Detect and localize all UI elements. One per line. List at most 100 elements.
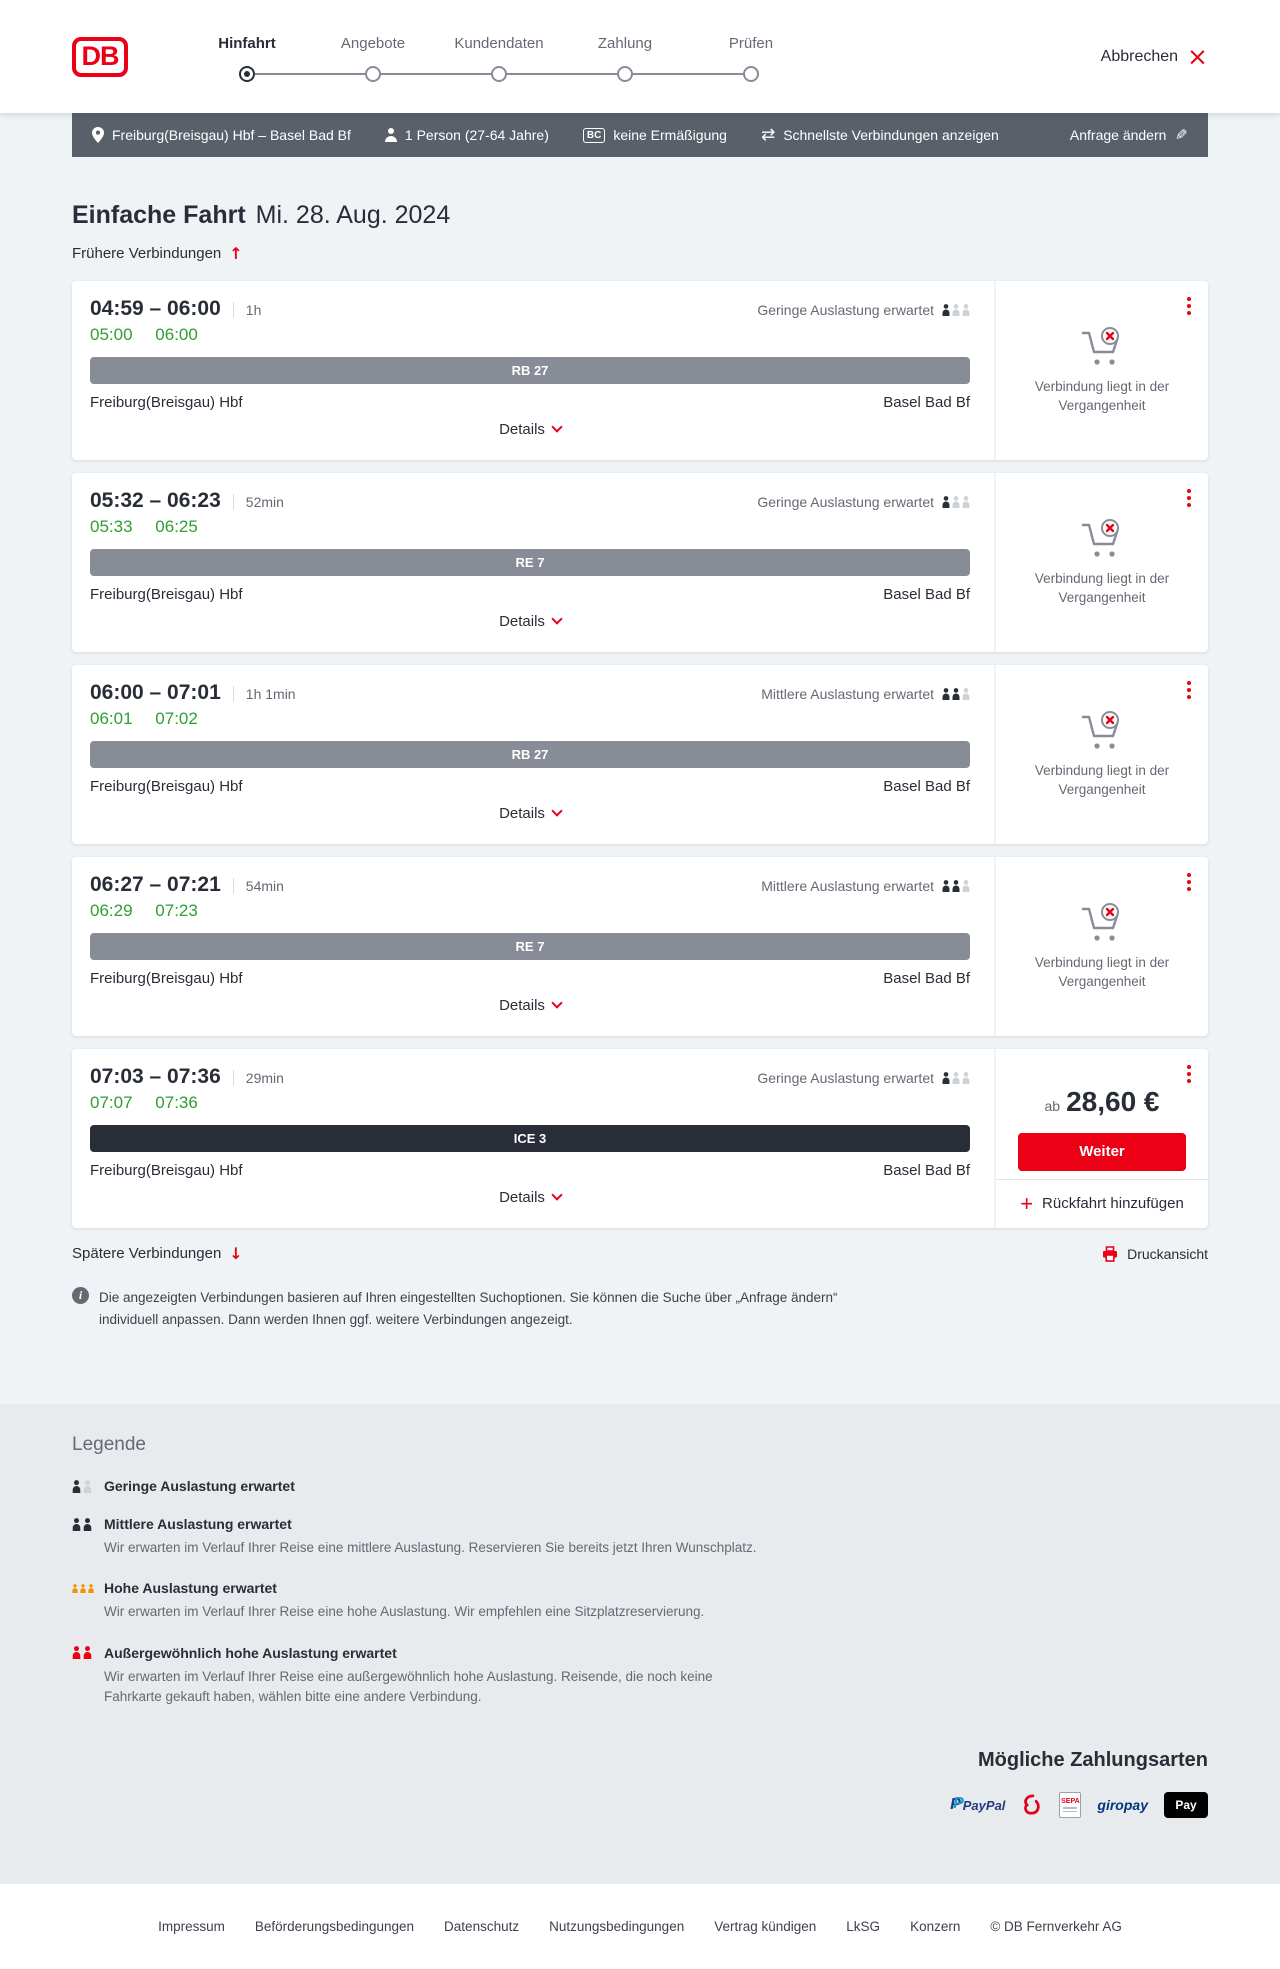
journey-side-panel: Verbindung liegt in der Vergangenheit [994, 665, 1208, 844]
step-label: Angebote [340, 35, 406, 52]
db-logo: DB [72, 36, 128, 77]
origin-station: Freiburg(Breisgau) Hbf [90, 970, 243, 987]
journey-time-range: 07:03 – 07:36 [90, 1065, 221, 1088]
pencil-icon [1175, 126, 1188, 144]
footer-link-konzern[interactable]: Konzern [910, 1919, 961, 1934]
legend-item-title: Hohe Auslastung erwartet [104, 1580, 277, 1597]
price-value: 28,60 € [1066, 1086, 1160, 1117]
destination-station: Basel Bad Bf [883, 1162, 970, 1179]
occupancy-medium-icon [72, 1517, 94, 1531]
step-angebote[interactable]: Angebote [255, 35, 436, 82]
chevron-down-icon [551, 1189, 563, 1201]
realtime-times: 05:33 06:25 [90, 517, 970, 537]
summary-passengers-label: 1 Person (27-64 Jahre) [404, 127, 549, 143]
footer-link-nutzungsbedingungen[interactable]: Nutzungsbedingungen [549, 1919, 685, 1934]
legend-item: Mittlere Auslastung erwartet Wir erwarte… [72, 1516, 1208, 1558]
details-toggle[interactable]: Details [90, 997, 970, 1014]
step-pruefen[interactable]: Prüfen [633, 35, 814, 82]
summary-fastest: Schnellste Verbindungen anzeigen [761, 125, 999, 145]
train-segment-bar: RB 27 [90, 357, 970, 384]
location-pin-icon [92, 127, 104, 143]
person-icon [384, 128, 397, 142]
occupancy-indicator: Geringe Auslastung erwartet [757, 302, 970, 318]
occupancy-exceptional-icon [72, 1646, 94, 1659]
journey-duration: 1h 1min [232, 686, 296, 702]
journey-main: 06:00 – 07:01 1h 1min Mittlere Auslastun… [72, 665, 994, 844]
add-return-label: Rückfahrt hinzufügen [1042, 1194, 1184, 1212]
realtime-departure: 07:07 [90, 1093, 133, 1112]
occupancy-label: Mittlere Auslastung erwartet [761, 686, 934, 702]
legend-item-description: Wir erwarten im Verlauf Ihrer Reise eine… [104, 1540, 757, 1555]
summary-route: Freiburg(Breisgau) Hbf – Basel Bad Bf [92, 127, 351, 143]
step-label: Zahlung [597, 35, 653, 52]
destination-station: Basel Bad Bf [883, 970, 970, 987]
more-options-button[interactable] [1187, 1065, 1191, 1069]
train-label: RE 7 [515, 939, 545, 954]
more-options-button[interactable] [1187, 681, 1191, 685]
details-toggle[interactable]: Details [90, 613, 970, 630]
results-section: Freiburg(Breisgau) Hbf – Basel Bad Bf 1 … [0, 113, 1280, 1404]
train-label: ICE 3 [513, 1131, 547, 1146]
occupancy-high-icon [72, 1582, 94, 1595]
add-return-button[interactable]: + Rückfahrt hinzufügen [996, 1179, 1208, 1228]
more-options-button[interactable] [1187, 297, 1191, 301]
footer-link-lksg[interactable]: LkSG [846, 1919, 881, 1934]
cancel-button[interactable]: Abbrechen × [1100, 41, 1208, 71]
footer-link-befoerderungsbedingungen[interactable]: Beförderungsbedingungen [254, 1919, 415, 1934]
details-label: Details [499, 805, 545, 822]
details-toggle[interactable]: Details [90, 421, 970, 438]
summary-passengers: 1 Person (27-64 Jahre) [384, 127, 549, 143]
train-segment-bar: RE 7 [90, 549, 970, 576]
journey-time-range: 06:27 – 07:21 [90, 873, 221, 896]
app-header: DB Hinfahrt Angebote Kundendaten Zahlung… [0, 0, 1280, 113]
realtime-arrival: 07:02 [155, 709, 198, 728]
journey-time-range: 04:59 – 06:00 [90, 297, 221, 320]
more-options-button[interactable] [1187, 489, 1191, 493]
step-zahlung[interactable]: Zahlung [507, 35, 688, 82]
legend-item-title: Außergewöhnlich hohe Auslastung erwartet [104, 1644, 397, 1661]
legend-item-title: Geringe Auslastung erwartet [104, 1478, 295, 1494]
realtime-arrival: 06:00 [155, 325, 198, 344]
arrow-up-icon: ↑ [229, 244, 243, 263]
cart-unavailable-icon [1081, 327, 1119, 365]
origin-station: Freiburg(Breisgau) Hbf [90, 778, 243, 795]
continue-button[interactable]: Weiter [1018, 1132, 1186, 1171]
details-toggle[interactable]: Details [90, 1189, 970, 1206]
footer-link-datenschutz[interactable]: Datenschutz [444, 1919, 520, 1934]
step-kundendaten[interactable]: Kundendaten [381, 35, 562, 82]
cart-unavailable-icon [1081, 519, 1119, 557]
realtime-departure: 05:00 [90, 325, 133, 344]
step-label: Kundendaten [454, 35, 544, 52]
page-footer: Impressum Beförderungsbedingungen Datens… [0, 1884, 1280, 1969]
close-icon: × [1187, 41, 1208, 71]
occupancy-indicator: Mittlere Auslastung erwartet [761, 878, 970, 894]
details-toggle[interactable]: Details [90, 805, 970, 822]
footer-link-impressum[interactable]: Impressum [158, 1919, 225, 1934]
realtime-arrival: 07:23 [155, 901, 198, 920]
step-hinfahrt[interactable]: Hinfahrt [184, 35, 310, 82]
progress-stepper: Hinfahrt Angebote Kundendaten Zahlung Pr… [184, 35, 814, 82]
summary-fastest-label: Schnellste Verbindungen anzeigen [783, 127, 999, 143]
journey-duration: 1h [232, 302, 261, 318]
cancel-label: Abbrechen [1100, 47, 1179, 65]
printer-icon [1103, 1245, 1118, 1262]
more-options-button[interactable] [1187, 873, 1191, 877]
later-connections-label: Spätere Verbindungen [72, 1245, 222, 1262]
payment-methods-title: Mögliche Zahlungsarten [977, 1749, 1208, 1771]
past-connection-note: Verbindung liegt in der Vergangenheit [1034, 379, 1170, 413]
train-segment-bar: ICE 3 [90, 1125, 970, 1152]
earlier-connections-button[interactable]: Frühere Verbindungen ↑ [72, 244, 243, 263]
summary-route-label: Freiburg(Breisgau) Hbf – Basel Bad Bf [112, 127, 351, 143]
cart-unavailable-icon [1081, 711, 1119, 749]
change-request-button[interactable]: Anfrage ändern [1070, 126, 1188, 144]
occupancy-medium-icon [942, 688, 970, 700]
train-label: RB 27 [511, 363, 549, 378]
journey-list: 04:59 – 06:00 1h Geringe Auslastung erwa… [72, 281, 1208, 1228]
cart-unavailable-icon [1081, 903, 1119, 941]
later-connections-button[interactable]: Spätere Verbindungen ↓ [72, 1244, 243, 1263]
step-dot-icon [743, 66, 759, 82]
footer-link-vertrag-kuendigen[interactable]: Vertrag kündigen [714, 1919, 817, 1934]
plus-icon: + [1020, 1191, 1034, 1216]
print-view-button[interactable]: Druckansicht [1102, 1246, 1208, 1262]
